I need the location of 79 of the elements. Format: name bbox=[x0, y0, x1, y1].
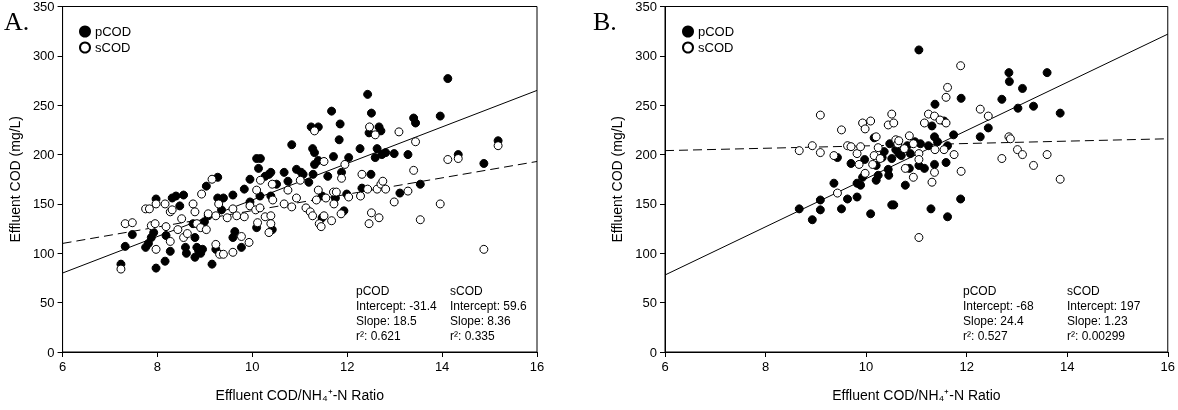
legend-label: pCOD bbox=[95, 24, 132, 39]
y-tick-label: 0 bbox=[649, 344, 657, 360]
legend-label: sCOD bbox=[95, 40, 131, 55]
x-tick-label: 8 bbox=[761, 359, 770, 374]
y-tick-label: 200 bbox=[635, 147, 657, 163]
annotation: sCOD Intercept: 59.6 Slope: 8.36 r²: 0.335 bbox=[450, 283, 528, 343]
x-tick-label: 16 bbox=[529, 359, 545, 374]
point bbox=[908, 172, 918, 182]
point bbox=[943, 82, 953, 92]
y-tick-label: 250 bbox=[32, 97, 55, 113]
point bbox=[832, 188, 842, 198]
x-tick-label: 14 bbox=[1059, 359, 1075, 374]
x-axis-title: Effluent COD/NH₄⁺-N Ratio bbox=[832, 387, 1001, 403]
point bbox=[1042, 150, 1052, 160]
point bbox=[1055, 174, 1065, 184]
x-axis-title: Effluent COD/NH₄⁺-N Ratio bbox=[215, 387, 385, 403]
x-tick-label: 14 bbox=[434, 359, 450, 374]
point bbox=[900, 163, 910, 173]
point bbox=[836, 125, 846, 135]
chart-title: A. bbox=[4, 6, 30, 36]
point bbox=[914, 155, 924, 164]
y-tick-label: 50 bbox=[642, 295, 657, 311]
point bbox=[860, 168, 870, 178]
point bbox=[889, 118, 899, 128]
point bbox=[1012, 145, 1022, 155]
legend-label: pCOD bbox=[698, 24, 735, 39]
point bbox=[873, 143, 883, 153]
point bbox=[807, 141, 817, 151]
point bbox=[794, 146, 804, 156]
point bbox=[887, 109, 897, 119]
y-tick-label: 150 bbox=[32, 196, 55, 212]
point bbox=[856, 142, 866, 152]
y-tick-label: 300 bbox=[635, 48, 657, 64]
point bbox=[939, 145, 949, 155]
point bbox=[930, 145, 940, 155]
point bbox=[1029, 160, 1039, 170]
annotation: pCOD Intercept: -68 Slope: 24.4 r²: 0.527 bbox=[963, 283, 1035, 343]
point bbox=[815, 148, 825, 158]
y-tick-label: 200 bbox=[32, 147, 55, 163]
point bbox=[956, 166, 966, 176]
point bbox=[927, 177, 937, 187]
x-tick-label: 10 bbox=[245, 359, 260, 374]
point bbox=[941, 92, 951, 102]
x-tick-label: 12 bbox=[959, 359, 974, 374]
y-tick-label: 300 bbox=[32, 48, 55, 64]
point bbox=[1017, 150, 1027, 160]
y-tick-label: 100 bbox=[635, 245, 657, 261]
x-tick-label: 10 bbox=[858, 359, 874, 374]
point bbox=[975, 104, 985, 114]
x-tick-label: 16 bbox=[1160, 359, 1175, 374]
point bbox=[983, 111, 993, 121]
x-tick-label: 12 bbox=[340, 359, 355, 374]
point bbox=[815, 110, 825, 120]
x-tick-label: 6 bbox=[58, 359, 67, 374]
annotation: sCOD Intercept: 197 Slope: 1.23 r²: 0.00299 bbox=[1067, 283, 1141, 343]
y-tick-label: 100 bbox=[32, 245, 55, 261]
y-tick-label: 350 bbox=[32, 0, 55, 14]
point bbox=[997, 154, 1007, 164]
point bbox=[866, 116, 876, 126]
chart-title: B. bbox=[593, 6, 617, 36]
point bbox=[929, 167, 939, 177]
y-axis-title: Effluent COD (mg/L) bbox=[7, 115, 23, 243]
legend-label: sCOD bbox=[698, 40, 734, 55]
y-tick-label: 350 bbox=[635, 0, 657, 14]
x-tick-label: 6 bbox=[661, 359, 669, 374]
point bbox=[956, 61, 966, 71]
point bbox=[919, 118, 929, 128]
y-tick-label: 50 bbox=[40, 295, 55, 311]
y-tick-label: 250 bbox=[635, 97, 657, 113]
point bbox=[904, 131, 914, 141]
point bbox=[860, 124, 870, 134]
x-tick-label: 8 bbox=[153, 359, 162, 374]
point bbox=[852, 149, 862, 159]
point bbox=[914, 232, 924, 242]
y-tick-label: 0 bbox=[47, 344, 55, 360]
annotation: pCOD Intercept: -31.4 Slope: 18.5 r²: 0.621 bbox=[356, 283, 438, 343]
y-axis-title: Effluent COD (mg/L) bbox=[609, 115, 626, 243]
y-tick-label: 150 bbox=[635, 196, 657, 212]
point bbox=[949, 150, 959, 160]
